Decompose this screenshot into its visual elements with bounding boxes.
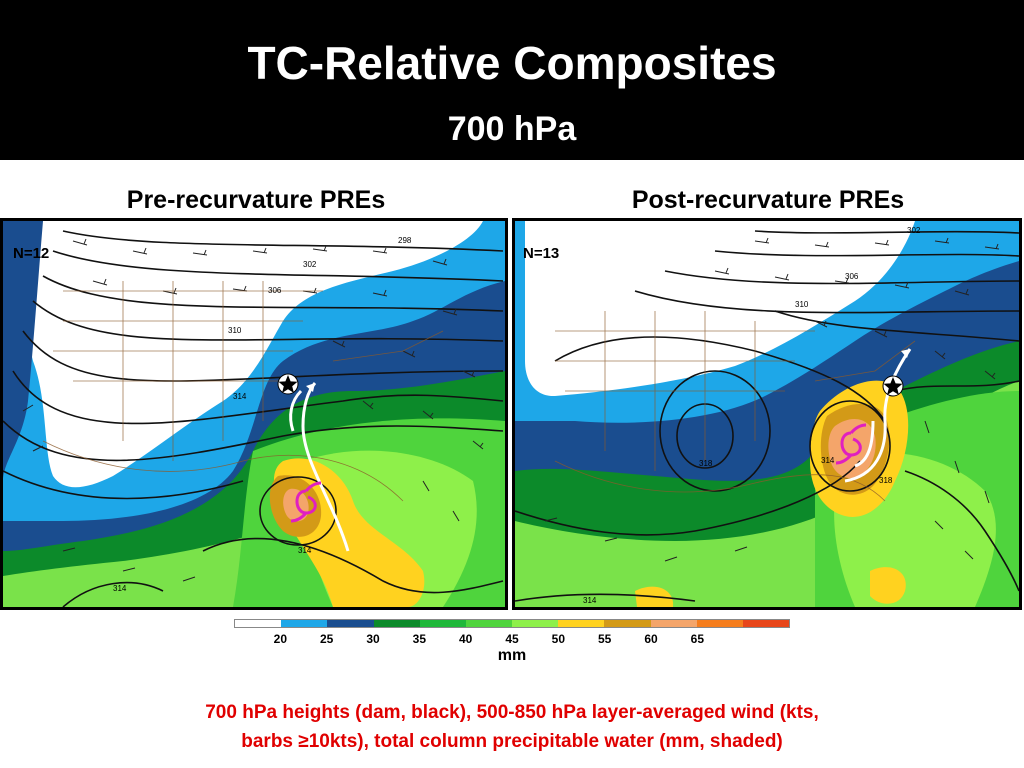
colorbar-swatch bbox=[742, 620, 790, 627]
contour-label: 318 bbox=[699, 459, 713, 468]
contour-label: 314 bbox=[583, 596, 597, 605]
colorbar-swatch bbox=[696, 620, 743, 627]
colorbar-tick: 65 bbox=[690, 632, 705, 646]
contour-label: 310 bbox=[228, 326, 242, 335]
colorbar-tick: 45 bbox=[505, 632, 519, 646]
contour-label: 318 bbox=[879, 476, 893, 485]
colorbar-swatch bbox=[327, 620, 374, 627]
colorbar-tick: 35 bbox=[412, 632, 427, 646]
tropical-cyclone-icon bbox=[290, 481, 322, 523]
colorbar-tick: 30 bbox=[366, 632, 380, 646]
colorbar-tick-labels: 20 25 30 35 40 45 50 55 60 65 bbox=[234, 632, 790, 648]
contour-label: 302 bbox=[303, 260, 317, 269]
precipitable-water-colorbar bbox=[234, 619, 790, 628]
sample-size-label: N=13 bbox=[523, 245, 560, 262]
track-arrow bbox=[844, 348, 912, 483]
contour-label: 306 bbox=[845, 272, 859, 281]
map-post-graphic: 302 306 310 314 318 318 314 bbox=[515, 221, 1019, 607]
colorbar-swatch bbox=[558, 620, 605, 627]
colorbar-tick: 40 bbox=[458, 632, 473, 646]
panel-title-post: Post-recurvature PREs bbox=[631, 186, 905, 214]
track-arrow bbox=[301, 382, 350, 552]
map-post-recurvature: 302 306 310 314 318 318 314 N=13 bbox=[512, 218, 1022, 610]
contour-label: 302 bbox=[907, 226, 921, 235]
contour-label: 306 bbox=[268, 286, 282, 295]
map-pre-graphic: 298 302 306 310 314 314 314 bbox=[3, 221, 505, 607]
slide-subtitle: 700 hPa bbox=[447, 110, 577, 148]
colorbar-tick: 50 bbox=[551, 632, 566, 646]
caption-line-1: 700 hPa heights (dam, black), 500-850 hP… bbox=[205, 702, 819, 723]
colorbar-tick: 55 bbox=[597, 632, 612, 646]
colorbar-tick: 60 bbox=[644, 632, 658, 646]
header-bar: TC-Relative Composites 700 hPa bbox=[0, 0, 1024, 160]
contour-label: 314 bbox=[233, 392, 247, 401]
colorbar-swatch bbox=[512, 620, 559, 627]
colorbar-swatch bbox=[235, 620, 282, 627]
figure-caption: 700 hPa heights (dam, black), 500-850 hP… bbox=[112, 698, 912, 756]
star-icon bbox=[882, 375, 904, 397]
contour-label: 314 bbox=[113, 584, 127, 593]
map-pre-recurvature: 298 302 306 310 314 314 314 N=12 bbox=[0, 218, 508, 610]
contour-label: 314 bbox=[298, 546, 312, 555]
contour-label: 310 bbox=[795, 300, 809, 309]
slide-title: TC-Relative Composites bbox=[247, 37, 777, 89]
colorbar-unit: mm bbox=[497, 647, 527, 664]
sample-size-label: N=12 bbox=[13, 245, 50, 262]
contour-label: 314 bbox=[821, 456, 835, 465]
colorbar-tick: 20 bbox=[273, 632, 288, 646]
caption-line-2: barbs ≥10kts), total column precipitable… bbox=[241, 731, 783, 752]
colorbar-tick: 25 bbox=[319, 632, 334, 646]
colorbar-swatch bbox=[281, 620, 328, 627]
colorbar-swatch bbox=[373, 620, 420, 627]
star-icon bbox=[277, 373, 299, 395]
colorbar-swatch bbox=[419, 620, 466, 627]
colorbar-swatch bbox=[650, 620, 697, 627]
contour-label: 298 bbox=[398, 236, 412, 245]
tropical-cyclone-icon bbox=[835, 423, 867, 465]
colorbar-swatch bbox=[465, 620, 513, 627]
panel-title-pre: Pre-recurvature PREs bbox=[126, 186, 386, 214]
colorbar-swatch bbox=[604, 620, 651, 627]
